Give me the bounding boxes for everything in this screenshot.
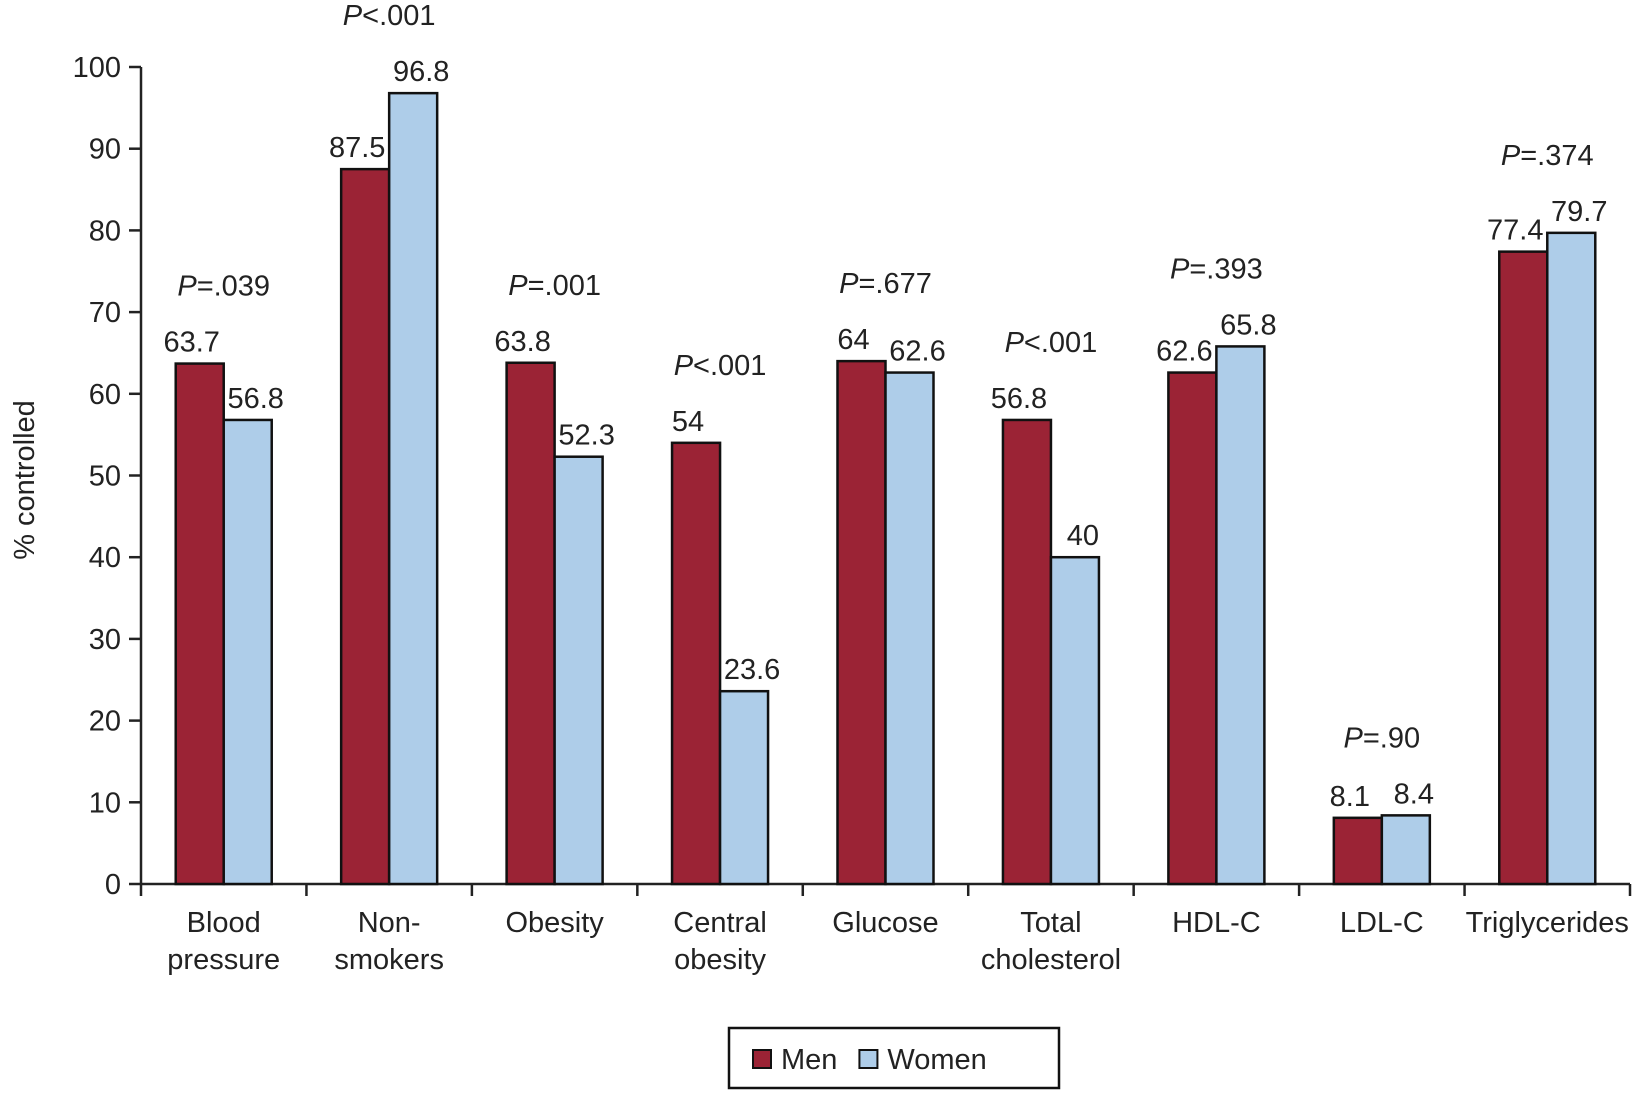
x-tick-label: Obesity [505,907,604,939]
value-label: 54 [672,406,704,438]
y-tick-label: 30 [89,624,121,656]
annotation-text: =.039 [197,271,270,303]
bar [1332,816,1384,886]
value-label: 8.1 [1330,781,1370,813]
bar [553,455,604,886]
x-tick-label: LDL-C [1340,907,1424,939]
x-tick-label: pressure [167,944,280,976]
annotation-text: =.001 [528,270,601,302]
annotation-symbol: P [839,268,859,300]
y-tick-label: 70 [89,297,121,329]
annotation-symbol: P [343,0,363,32]
annotation: P=.374 [1501,140,1594,172]
value-label: 79.7 [1551,196,1607,228]
annotation-symbol: P [1170,253,1190,285]
bar [884,371,935,886]
bar [1546,231,1597,886]
y-tick-label: 100 [73,52,121,84]
annotation: P=.677 [839,268,932,300]
annotation-symbol: P [1501,140,1521,172]
bar [1498,250,1549,886]
y-axis-label: % controlled [9,400,41,560]
bar [836,359,887,886]
annotation-symbol: P [1344,722,1364,754]
bar [222,418,273,886]
annotation-symbol: P [1005,327,1025,359]
bar [1049,555,1101,886]
annotation-text: <.001 [362,0,435,32]
y-tick-label: 60 [89,379,121,411]
bar [670,441,722,886]
x-tick-label: cholesterol [981,944,1121,976]
y-tick-label: 80 [89,215,121,247]
bar [1167,371,1218,886]
y-tick-label: 20 [89,706,121,738]
annotation-text: <.001 [1024,327,1097,359]
annotation: P<.001 [1005,327,1098,359]
annotation-text: =.90 [1363,722,1420,754]
y-tick-label: 10 [89,787,121,819]
legend-box [727,1026,1061,1090]
x-tick-label: Non- [358,907,421,939]
value-label: 23.6 [724,654,780,686]
value-label: 40 [1067,520,1099,552]
legend-swatch [752,1049,772,1069]
legend-label: Men [781,1044,837,1076]
annotation-symbol: P [177,271,197,303]
bar [339,167,391,886]
annotation: P=.90 [1344,722,1421,754]
annotation-symbol: P [508,270,528,302]
x-tick-label: Central [673,907,767,939]
bar [1215,345,1266,886]
x-tick-label: smokers [334,944,444,976]
value-label: 65.8 [1220,309,1276,341]
value-label: 64 [837,324,869,356]
annotation-text: =.677 [858,268,931,300]
y-tick-label: 90 [89,134,121,166]
bar [387,91,439,886]
value-label: 77.4 [1487,215,1543,247]
annotation-text: <.001 [693,350,766,382]
annotation: P<.001 [674,350,767,382]
x-tick-label: Total [1020,907,1081,939]
annotation: P<.001 [343,0,436,32]
value-label: 87.5 [329,132,385,164]
annotation-text: =.374 [1520,140,1593,172]
y-tick-label: 40 [89,542,121,574]
x-tick-label: Triglycerides [1466,907,1629,939]
bar [1380,814,1432,886]
x-tick-label: Blood [187,907,261,939]
value-label: 56.8 [991,383,1047,415]
annotation: P=.039 [177,271,270,303]
annotation-text: =.393 [1189,253,1262,285]
legend-swatch [858,1049,879,1069]
bar [1001,418,1053,886]
value-label: 52.3 [558,420,614,452]
value-label: 56.8 [227,383,283,415]
annotation-symbol: P [674,350,694,382]
bar [505,361,556,886]
value-label: 62.6 [889,336,945,368]
y-tick-label: 0 [105,869,121,901]
value-label: 63.7 [163,327,219,359]
value-label: 62.6 [1156,336,1212,368]
legend-label: Women [887,1044,986,1076]
value-label: 8.4 [1394,778,1434,810]
x-tick-label: Glucose [832,907,938,939]
annotation: P=.393 [1170,253,1263,285]
x-tick-label: HDL-C [1172,907,1261,939]
bar [718,689,770,886]
value-label: 96.8 [393,56,449,88]
value-label: 63.8 [494,326,550,358]
bar [174,362,225,886]
annotation: P=.001 [508,270,601,302]
y-tick-label: 50 [89,461,121,493]
x-tick-label: obesity [674,944,766,976]
